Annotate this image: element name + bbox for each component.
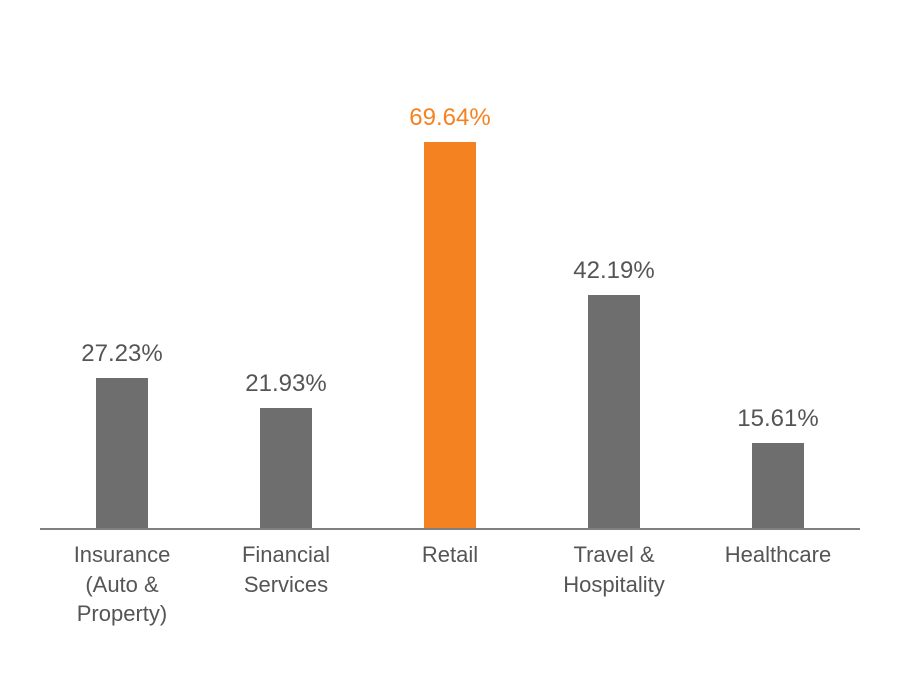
bar-value-label: 21.93% [245,370,326,398]
bar-group-4: 15.61% [696,405,860,530]
plot-area: 27.23% 21.93% 69.64% 42.19% 15.61% [40,40,860,530]
bar-value-label: 15.61% [737,405,818,433]
bar [424,142,476,530]
x-axis-labels: Insurance (Auto & Property) Financial Se… [40,540,860,629]
bar-value-label: 27.23% [81,340,162,368]
x-label: Insurance (Auto & Property) [40,540,204,629]
bar-group-1: 21.93% [204,370,368,530]
bar [260,408,312,530]
bar [96,378,148,530]
bar-value-label: 69.64% [409,104,490,132]
x-label: Financial Services [204,540,368,629]
bar [588,295,640,530]
x-label: Retail [368,540,532,629]
bar-group-2: 69.64% [368,104,532,530]
bar-chart: 27.23% 21.93% 69.64% 42.19% 15.61% Insur… [40,40,860,660]
x-label: Travel & Hospitality [532,540,696,629]
bar-group-0: 27.23% [40,340,204,530]
bar-group-3: 42.19% [532,257,696,530]
x-label: Healthcare [696,540,860,629]
bar-value-label: 42.19% [573,257,654,285]
x-axis-line [40,528,860,530]
bar [752,443,804,530]
